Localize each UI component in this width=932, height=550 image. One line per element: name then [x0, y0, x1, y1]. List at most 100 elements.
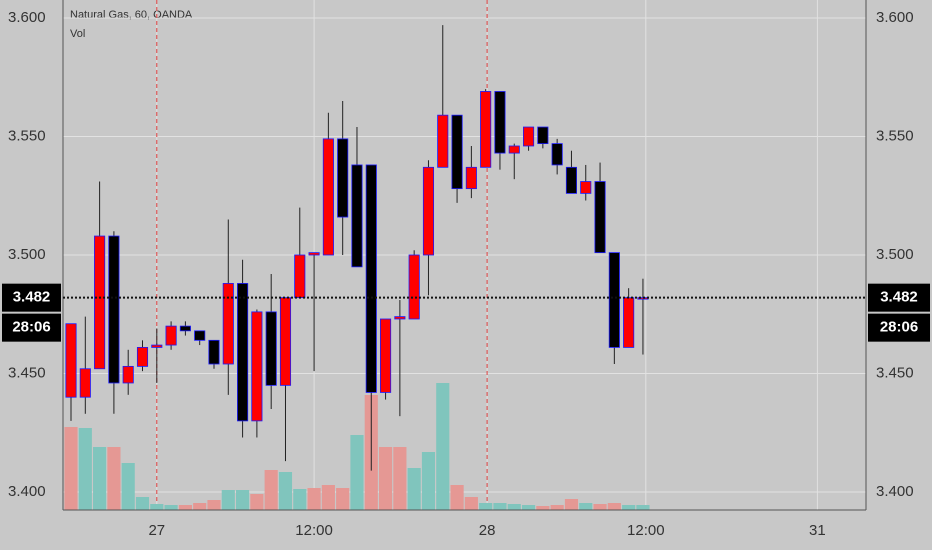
candle-body: [79, 368, 91, 398]
candle-body: [122, 365, 134, 384]
volume-bar: [107, 447, 121, 510]
candle-body: [394, 316, 406, 320]
candle-body: [480, 91, 492, 168]
candle-body: [623, 297, 635, 348]
candle-body: [408, 254, 420, 320]
countdown: 28:06: [12, 319, 50, 336]
x-tick-label: 28: [479, 522, 496, 539]
volume-bar: [607, 503, 621, 510]
chart-title: Natural Gas, 60, OANDA: [70, 9, 193, 21]
candle-body: [337, 138, 349, 218]
candle-body: [222, 283, 234, 365]
candle-body: [437, 114, 449, 168]
candle-body: [108, 235, 120, 384]
candle-body: [208, 339, 220, 365]
volume-bar: [264, 470, 278, 510]
price-label: 3.482: [880, 289, 918, 306]
volume-bar: [135, 497, 150, 510]
y-tick-label: 3.600: [8, 9, 46, 26]
volume-bar: [78, 428, 92, 510]
volume-bar: [193, 503, 207, 510]
price-label: 3.482: [13, 289, 51, 306]
y-tick-label: 3.400: [8, 483, 46, 500]
countdown-bg: [2, 313, 61, 342]
candle-body: [322, 138, 334, 256]
volume-bar: [336, 488, 350, 510]
volume-bar: [150, 504, 164, 510]
candle-body: [537, 126, 549, 145]
volume-bar: [464, 497, 478, 510]
volume-bar: [622, 505, 636, 510]
volume-bar: [536, 506, 550, 510]
volume-bar: [236, 490, 250, 510]
candle-body: [265, 311, 277, 386]
volume-bar: [436, 383, 450, 510]
candle-body: [380, 318, 392, 393]
volume-bar: [178, 505, 192, 510]
volume-bar: [378, 447, 393, 510]
y2-tick-label: 3.550: [876, 127, 914, 144]
candle-body: [608, 252, 620, 348]
candle-body: [451, 114, 463, 190]
candle-body: [179, 325, 191, 332]
candle-body: [279, 297, 292, 386]
candle-body: [594, 181, 606, 254]
x-tick-label: 12:00: [295, 522, 333, 539]
volume-bar: [564, 499, 579, 510]
candle-body: [194, 330, 206, 341]
candle-body: [422, 166, 435, 256]
volume-bar: [421, 452, 436, 510]
volume-bar: [164, 505, 178, 510]
candle-body: [165, 325, 177, 346]
volume-bar: [593, 504, 607, 510]
volume-bar: [579, 503, 593, 510]
candle-body: [565, 166, 577, 194]
y-tick-label: 3.550: [8, 127, 46, 144]
volume-bar: [636, 505, 650, 510]
candle-body: [523, 126, 535, 147]
candle-body: [294, 254, 306, 299]
candle-body: [151, 344, 163, 348]
candle-body: [94, 235, 106, 370]
y2-tick-label: 3.600: [876, 9, 914, 26]
candle-body: [237, 283, 249, 422]
candle-body: [308, 252, 320, 256]
volume-bar: [321, 485, 335, 510]
volume-bar: [221, 490, 235, 510]
volume-bar: [493, 503, 507, 510]
candle-body: [136, 347, 149, 367]
volume-bar: [250, 494, 264, 510]
y-tick-label: 3.450: [8, 364, 46, 381]
volume-bar: [507, 504, 521, 510]
volume-bar: [93, 447, 107, 510]
candle-body: [494, 91, 506, 154]
volume-bar: [550, 505, 564, 510]
x-tick-label: 31: [809, 522, 826, 539]
price-label-bg: [868, 283, 930, 312]
y2-tick-label: 3.400: [876, 483, 914, 500]
volume-bar: [479, 503, 493, 510]
x-tick-label: 12:00: [627, 522, 665, 539]
volume-bar: [407, 468, 421, 510]
volume-bar: [350, 435, 364, 510]
volume-bar: [64, 427, 78, 510]
candle-body: [251, 311, 263, 422]
volume-bar: [207, 500, 221, 510]
volume-bar: [293, 489, 307, 510]
candle-body: [508, 145, 520, 154]
candle-body: [65, 323, 77, 398]
x-tick-label: 27: [148, 522, 165, 539]
y-tick-label: 3.500: [8, 246, 46, 263]
candle-body: [365, 164, 377, 393]
volume-bar: [307, 488, 321, 510]
y2-tick-label: 3.500: [876, 246, 914, 263]
price-label-bg: [2, 283, 61, 312]
candle-body: [551, 143, 563, 166]
countdown-bg: [868, 313, 930, 342]
countdown: 28:06: [880, 319, 918, 336]
chart-subtitle: Vol: [70, 28, 85, 40]
volume-bar: [521, 505, 536, 510]
